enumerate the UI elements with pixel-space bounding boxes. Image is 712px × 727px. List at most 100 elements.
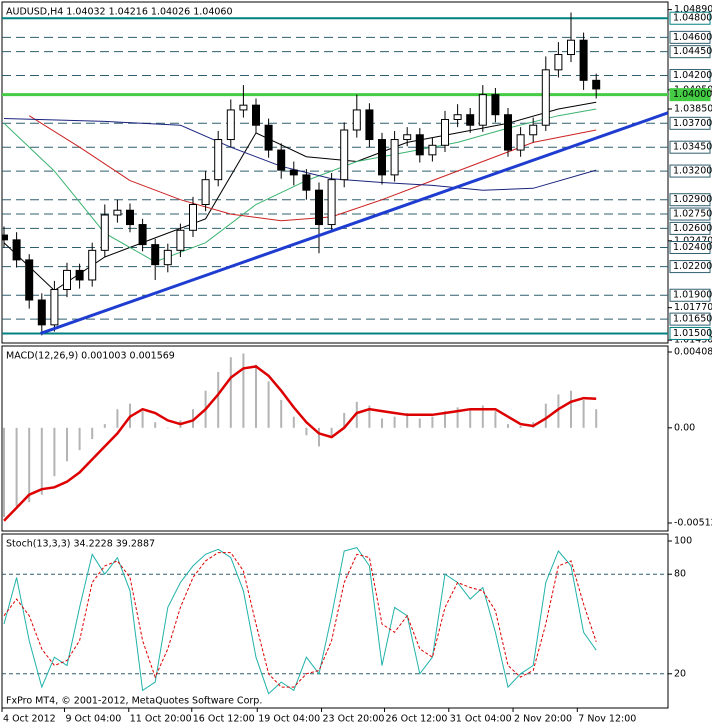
- candle-body: [151, 244, 160, 266]
- candle-body: [529, 124, 538, 136]
- histogram-bar: [91, 427, 94, 439]
- candle-body: [466, 114, 475, 126]
- x-tick-label: 31 Oct 04:00: [450, 714, 512, 725]
- histogram-bar: [582, 399, 585, 428]
- pane-title: MACD(12,26,9) 0.001003 0.001569: [6, 351, 175, 362]
- line: [28, 115, 597, 222]
- level-label: 1.04800: [673, 13, 712, 24]
- level-box: [669, 240, 711, 254]
- histogram-bar: [494, 411, 497, 428]
- x-tick-label: 2 Nov 20:00: [514, 714, 572, 725]
- y-tick-label: 0.00408: [674, 347, 712, 358]
- histogram-bar: [381, 418, 383, 428]
- level-box: [669, 326, 711, 340]
- line: [3, 552, 597, 688]
- candle-body: [37, 299, 46, 326]
- histogram-bar: [78, 427, 81, 451]
- y-tick-label: 100: [674, 536, 692, 547]
- candle-body: [415, 134, 424, 156]
- level-label: 1.04450: [673, 46, 712, 57]
- histogram-bar: [141, 411, 144, 428]
- histogram-bar: [15, 427, 18, 506]
- x-tick-label: 7 Nov 12:00: [578, 714, 636, 725]
- candle-body: [516, 134, 525, 151]
- level-box: [669, 164, 711, 178]
- candle-body: [541, 69, 550, 126]
- candle-body: [302, 174, 311, 191]
- histogram-bar: [53, 427, 56, 477]
- x-tick-label: 23 Oct 20:00: [323, 714, 385, 725]
- level-box: [669, 69, 711, 83]
- candle-body: [378, 139, 386, 176]
- candle-body: [25, 259, 34, 301]
- x-tick-label: 19 Oct 04:00: [258, 714, 320, 725]
- candle-body: [289, 169, 298, 176]
- candle-body: [277, 149, 286, 171]
- pane-plot: [2, 547, 668, 695]
- histogram-bar: [406, 412, 409, 428]
- candle-body: [214, 139, 223, 181]
- candle-body: [252, 104, 260, 126]
- level-label: 1.03450: [673, 142, 712, 153]
- plot-layer: 1.048901.040501.038501.024701.017701.014…: [1, 4, 712, 725]
- histogram-bar: [66, 427, 68, 462]
- histogram-bar: [116, 409, 119, 428]
- histogram-bar: [154, 422, 157, 428]
- y-tick-label: 1.01430: [674, 335, 712, 346]
- candle-body: [478, 94, 487, 126]
- candle-body: [264, 124, 273, 151]
- histogram-bar: [418, 418, 421, 428]
- candle-body: [113, 209, 122, 216]
- histogram-bar: [469, 409, 472, 428]
- candle-body: [491, 94, 500, 116]
- level-label: 1.02750: [673, 209, 712, 220]
- histogram-bar: [192, 409, 194, 428]
- histogram-bar: [519, 425, 522, 428]
- y-tick-label: 1.04890: [674, 4, 712, 15]
- candle-body: [226, 109, 235, 141]
- level-label: 1.01900: [673, 290, 712, 301]
- level-label: 1.02900: [673, 194, 712, 205]
- candle-body: [352, 109, 361, 131]
- histogram-bar: [557, 394, 560, 428]
- histogram-bar: [343, 412, 346, 428]
- level-label: 1.01650: [673, 314, 712, 325]
- y-tick-label: 1.03850: [674, 103, 712, 114]
- candle-body: [189, 203, 197, 231]
- level-box: [669, 207, 711, 221]
- candle-body: [428, 144, 437, 156]
- histogram-bar: [456, 407, 459, 428]
- candle-body: [579, 39, 588, 81]
- level-label: 1.03200: [673, 166, 712, 177]
- histogram-bar: [166, 427, 169, 429]
- histogram-bar: [481, 405, 484, 428]
- level-label: 1.03700: [673, 118, 712, 129]
- histogram-bar: [305, 427, 308, 436]
- histogram-bar: [255, 364, 257, 428]
- histogram-bar: [431, 416, 434, 428]
- y-tick-label: 0.00: [674, 422, 695, 433]
- histogram-bar: [40, 427, 43, 495]
- level-label: 1.04600: [673, 32, 712, 43]
- x-tick-label: 11 Oct 20:00: [130, 714, 192, 725]
- pane-plot: [2, 12, 668, 336]
- candle-body: [2, 234, 8, 241]
- candle-body: [315, 189, 323, 226]
- candle-body: [201, 179, 210, 205]
- candle-body: [340, 129, 349, 181]
- level-box: [669, 88, 711, 102]
- candle-body: [88, 249, 97, 281]
- x-tick-label: 16 Oct 12:00: [193, 714, 255, 725]
- level-box: [669, 30, 711, 44]
- histogram-bar: [217, 372, 220, 428]
- macd-pane: [1, 345, 669, 532]
- level-label: 1.04000: [673, 89, 712, 100]
- candle-body: [100, 214, 109, 251]
- line: [3, 547, 597, 695]
- histogram-bar: [292, 416, 295, 428]
- candle-body: [63, 269, 71, 291]
- candle-body: [567, 39, 575, 56]
- histogram-bar: [330, 427, 333, 436]
- histogram-bar: [507, 424, 509, 428]
